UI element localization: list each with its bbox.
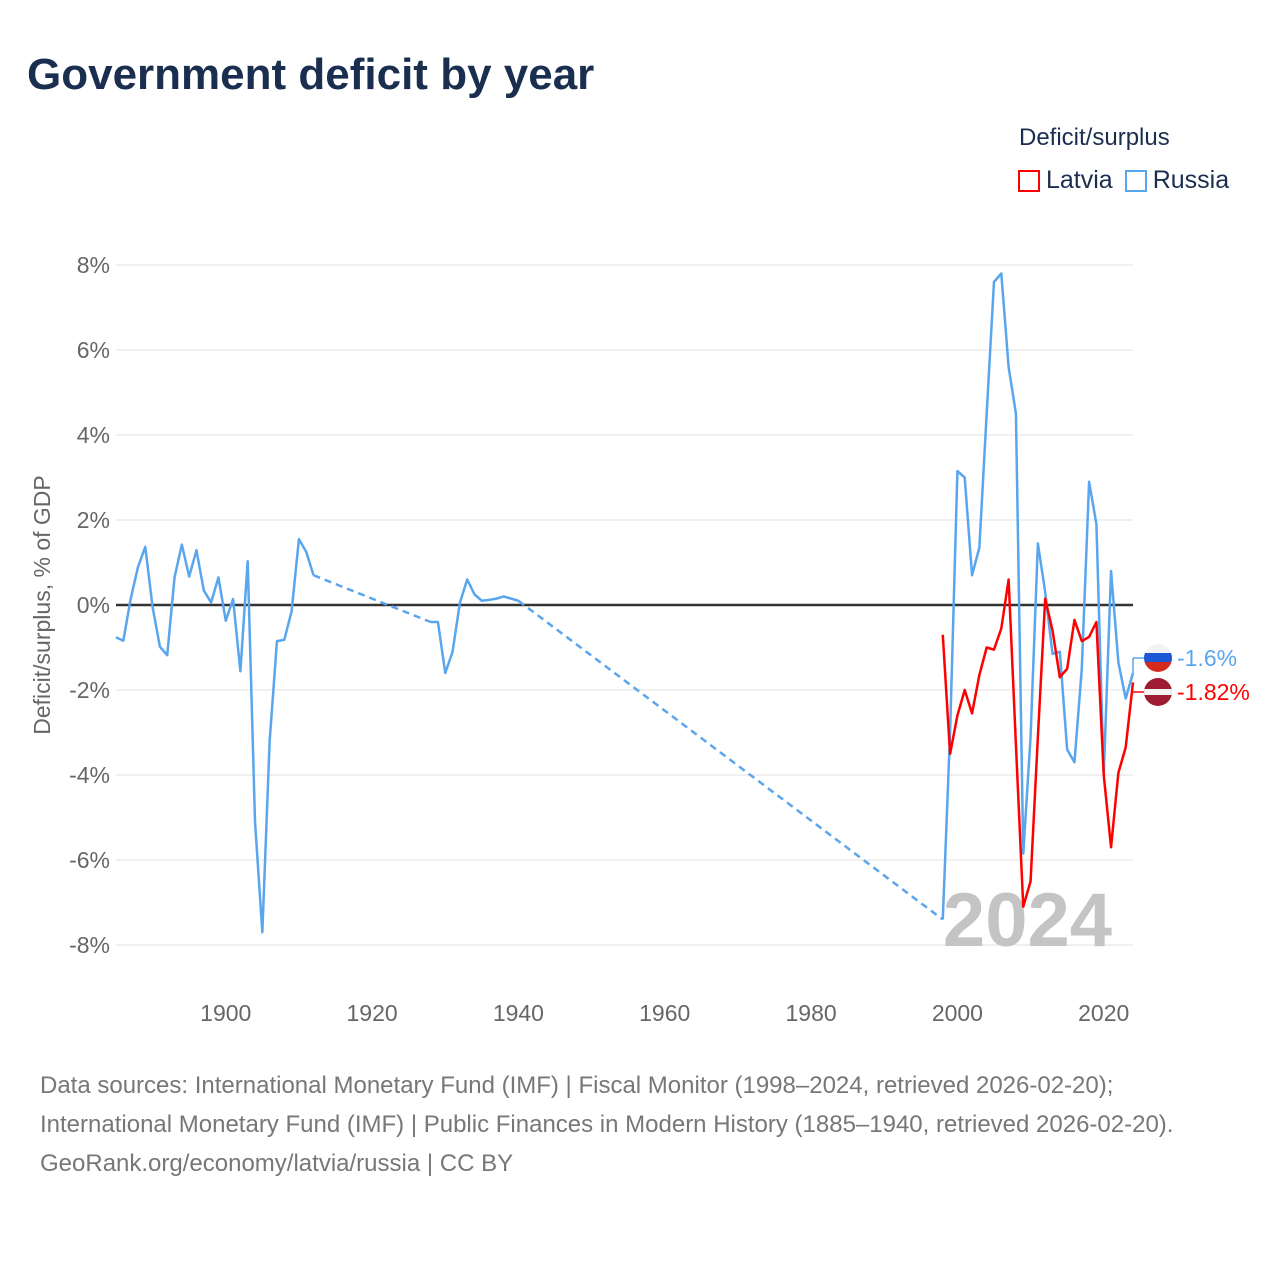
y-tick-label: -2% <box>69 677 110 703</box>
x-tick-label: 1920 <box>346 1000 397 1026</box>
legend-item-latvia[interactable]: Latvia <box>1018 166 1113 195</box>
x-tick-label: 1940 <box>493 1000 544 1026</box>
y-tick-label: -6% <box>69 847 110 873</box>
footer: Data sources: International Monetary Fun… <box>40 1066 1240 1183</box>
legend-title: Deficit/surplus <box>1019 124 1170 151</box>
y-tick-label: 6% <box>77 337 110 363</box>
line-chart: 8% 6% 4% 2% 0% -2% -4% -6% -8% 1900 1920 1940 1960 19… <box>29 252 1250 1026</box>
x-tick-label: 1980 <box>785 1000 836 1026</box>
y-tick-label: -8% <box>69 932 110 958</box>
legend-swatch-latvia <box>1018 169 1040 192</box>
legend-label: Russia <box>1152 166 1230 194</box>
chart-title: Government deficit by year <box>27 50 595 99</box>
legend-swatch-russia <box>1124 169 1147 192</box>
series-russia <box>115 272 1135 934</box>
legend: Latvia Russia <box>1018 166 1229 195</box>
x-tick-label: 1900 <box>200 1000 251 1026</box>
series-latvia <box>941 578 1135 908</box>
russia-flag-icon <box>1144 644 1172 672</box>
russia-gap-line <box>313 574 432 624</box>
credit-link[interactable]: GeoRank.org/economy/latvia/russia | CC B… <box>40 1150 514 1177</box>
latvia-line <box>941 578 1135 908</box>
russia-line <box>430 578 519 675</box>
data-sources: Data sources: International Monetary Fun… <box>40 1072 1174 1138</box>
russia-gap-line <box>517 599 944 921</box>
y-tick-label: 8% <box>77 252 110 278</box>
russia-line <box>115 537 315 934</box>
y-tick-label: 0% <box>77 592 110 618</box>
x-tick-label: 2020 <box>1078 1000 1129 1026</box>
latvia-flag-icon <box>1144 678 1172 706</box>
russia-end-label: -1.6% <box>1177 645 1237 671</box>
legend-item-russia[interactable]: Russia <box>1124 166 1230 195</box>
y-tick-label: 4% <box>77 422 110 448</box>
legend-label: Latvia <box>1046 166 1113 194</box>
x-tick-label: 2000 <box>932 1000 983 1026</box>
x-tick-label: 1960 <box>639 1000 690 1026</box>
russia-line <box>941 272 1135 920</box>
y-tick-label: -4% <box>69 762 110 788</box>
y-tick-label: 2% <box>77 507 110 533</box>
latvia-end-label: -1.82% <box>1177 679 1250 705</box>
y-axis-label: Deficit/surplus, % of GDP <box>29 475 55 734</box>
